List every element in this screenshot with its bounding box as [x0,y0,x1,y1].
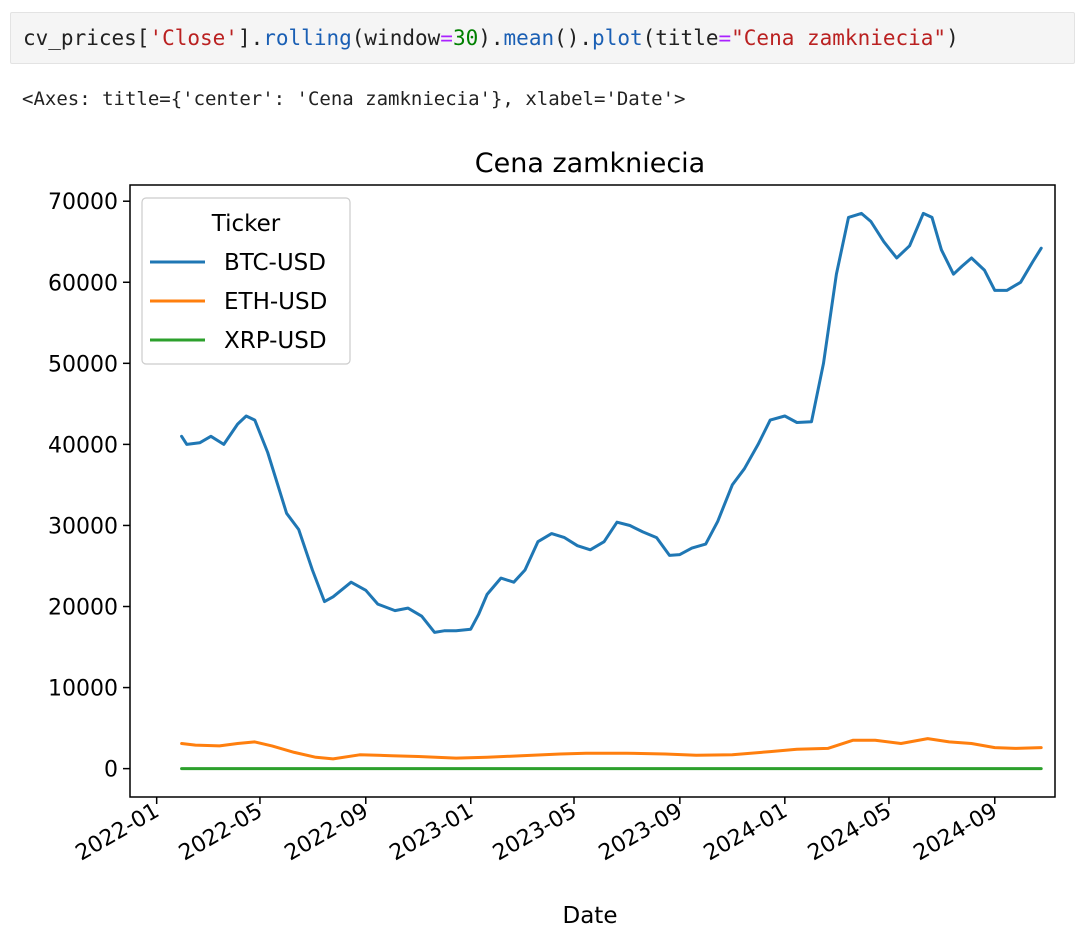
code-token: = [440,26,453,50]
x-axis-label: Date [563,903,618,929]
code-token: = [718,26,732,50]
cell-output-text: <Axes: title={'center': 'Cena zamkniecia… [22,88,686,110]
x-tick-label: 2024-05 [804,799,896,867]
x-tick-label: 2023-05 [489,799,581,867]
line-chart: Cena zamkniecia 0 10000 20000 30000 40000 500… [48,148,1056,929]
legend-label-eth: ETH-USD [224,289,327,315]
legend-label-btc: BTC-USD [224,250,326,276]
eth-usd-line [180,737,1043,761]
x-tick-label: 2024-01 [700,799,792,867]
x-tick-label: 2023-09 [595,799,687,867]
code-token: (window [351,26,441,50]
series-lines [180,211,1043,771]
y-tick-label: 60000 [48,271,118,296]
y-tick-label: 0 [104,758,118,783]
code-token: (title [642,26,719,50]
code-token: "Cena zamkniecia" [731,26,947,50]
code-token: plot [592,26,643,50]
legend: Ticker BTC-USD ETH-USD XRP-USD [141,197,351,365]
code-token: mean [503,26,555,50]
code-token: (). [554,26,593,50]
code-token: cv_prices[ [23,26,150,50]
code-token: 'Close' [149,26,238,50]
y-tick-label: 10000 [48,677,118,702]
y-tick-label: 40000 [48,433,118,458]
legend-title: Ticker [211,211,281,237]
code-token: ]. [237,26,264,50]
y-tick-label: 30000 [48,514,118,539]
x-axis: 2022-01 2022-05 2022-09 2023-01 2023-05 2023-… [72,797,1002,866]
code-cell[interactable]: cv_prices['Close'].rolling(window=30).me… [10,12,1075,64]
x-tick-label: 2022-01 [72,799,164,867]
x-tick-label: 2024-09 [910,799,1002,867]
x-tick-label: 2022-09 [281,799,373,867]
y-tick-label: 20000 [48,596,118,621]
x-tick-label: 2022-05 [175,799,267,867]
chart-title: Cena zamkniecia [475,148,705,179]
y-tick-label: 70000 [48,190,118,215]
code-token: rolling [263,26,352,50]
legend-label-xrp: XRP-USD [224,328,327,354]
code-token: ) [946,26,959,50]
x-tick-label: 2023-01 [386,799,478,867]
y-axis: 0 10000 20000 30000 40000 50000 60000 70000 [48,190,130,783]
legend-frame [141,197,351,365]
y-tick-label: 50000 [48,352,118,377]
btc-usd-line [180,211,1043,634]
code-token: ). [478,26,504,50]
code-token: 30 [452,26,479,50]
